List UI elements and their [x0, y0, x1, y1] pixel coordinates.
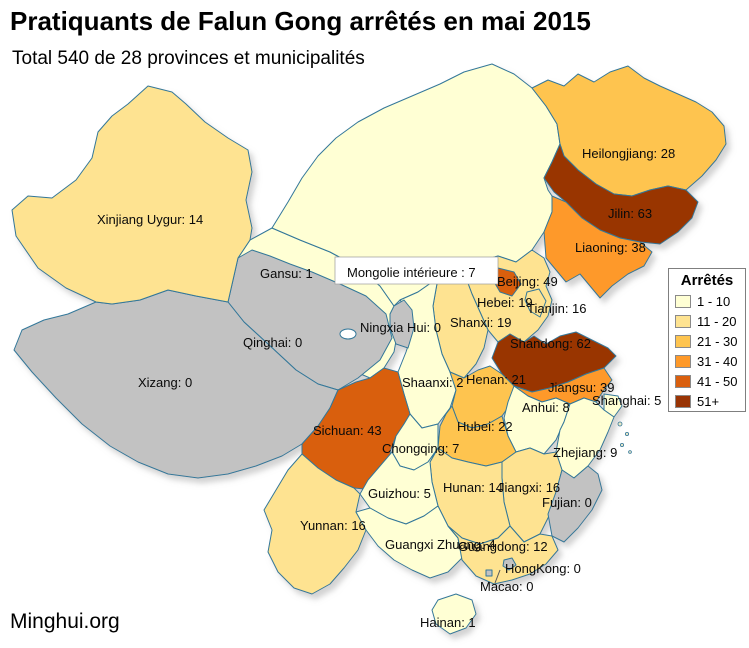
label-ningxia: Ningxia Hui: 0 [360, 320, 441, 335]
legend-row-2: 21 - 30 [675, 331, 745, 351]
region-hongkong [502, 557, 517, 571]
label-jiangxi: Jiangxi: 16 [498, 480, 560, 495]
label-box-inner_mongolia [334, 256, 499, 285]
legend-band-label: 51+ [697, 393, 720, 409]
label-inner_mongolia: Mongolie intérieure : 7 [347, 265, 476, 280]
label-qinghai: Qinghai: 0 [243, 335, 302, 350]
legend-row-5: 51+ [675, 391, 745, 411]
source-attribution: Minghui.org [10, 610, 120, 633]
legend-band-label: 21 - 30 [697, 333, 738, 349]
region-guangdong [447, 525, 559, 585]
label-xinjiang: Xinjiang Uygur: 14 [97, 212, 203, 227]
region-fujian [547, 465, 603, 543]
label-liaoning: Liaoning: 38 [575, 240, 646, 255]
label-yunnan: Yunnan: 16 [300, 518, 366, 533]
label-macao: Macao: 0 [480, 579, 533, 594]
legend-rows: 1 - 10 11 - 20 21 - 30 31 - 40 41 - 50 51+ [675, 291, 745, 411]
region-xinjiang [11, 85, 253, 305]
label-shanghai: Shanghai: 5 [592, 393, 661, 408]
region-tianjin [524, 288, 547, 318]
label-heilongjiang: Heilongjiang: 28 [582, 146, 675, 161]
label-shandong: Shandong: 62 [510, 336, 591, 351]
legend-swatch-1 [675, 314, 691, 328]
label-henan: Henan: 21 [466, 372, 526, 387]
label-sichuan: Sichuan: 43 [313, 423, 382, 438]
legend-row-0: 1 - 10 [675, 291, 745, 311]
legend-swatch-2 [675, 334, 691, 348]
label-jiangsu: Jiangsu: 39 [548, 380, 615, 395]
map-decorations [339, 328, 632, 584]
qinghai-lake [339, 328, 357, 340]
label-guangxi: Guangxi Zhuang: 4 [385, 537, 496, 552]
label-shaanxi: Shaanxi: 2 [402, 375, 463, 390]
region-ningxia [389, 299, 415, 349]
label-shanxi: Shanxi: 19 [450, 315, 511, 330]
label-hebei: Hebei: 19 [477, 295, 533, 310]
legend-row-1: 11 - 20 [675, 311, 745, 331]
coastal-islands [617, 421, 632, 454]
label-xizang: Xizang: 0 [138, 375, 192, 390]
region-guangxi [355, 505, 463, 579]
legend-row-4: 41 - 50 [675, 371, 745, 391]
label-fujian: Fujian: 0 [542, 495, 592, 510]
region-jilin [543, 143, 699, 245]
page-title: Pratiquants de Falun Gong arrêtés en mai… [10, 6, 591, 36]
label-hubei: Hubei: 22 [457, 419, 513, 434]
legend-swatch-0 [675, 294, 691, 308]
legend-band-label: 31 - 40 [697, 353, 738, 369]
label-guangdong: Guangdong: 12 [458, 539, 548, 554]
legend-swatch-3 [675, 354, 691, 368]
legend-band-label: 1 - 10 [697, 293, 731, 309]
subtitle: Total 540 de 28 provinces et municipalit… [12, 48, 365, 69]
label-hainan: Hainan: 1 [420, 615, 476, 630]
label-gansu: Gansu: 1 [260, 266, 313, 281]
region-macao [485, 569, 493, 577]
label-zhejiang: Zhejiang: 9 [553, 445, 617, 460]
region-anhui [503, 385, 571, 455]
legend-swatch-4 [675, 374, 691, 388]
label-guizhou: Guizhou: 5 [368, 486, 431, 501]
legend-band-label: 41 - 50 [697, 373, 738, 389]
label-hunan: Hunan: 14 [443, 480, 503, 495]
region-hainan [431, 593, 477, 635]
label-jilin: Jilin: 63 [608, 206, 652, 221]
region-inner_mongolia [271, 63, 561, 307]
label-tianjin: Tianjin: 16 [527, 301, 587, 316]
legend-swatch-5 [675, 394, 691, 408]
legend-row-3: 31 - 40 [675, 351, 745, 371]
label-beijing: Beijing: 49 [497, 274, 558, 289]
legend-band-label: 11 - 20 [697, 313, 737, 329]
map-legend: Arrêtés 1 - 10 11 - 20 21 - 30 31 - 40 41 - … [668, 268, 746, 412]
legend-title: Arrêtés [680, 272, 734, 289]
region-zhejiang [555, 397, 615, 479]
province-labels: Gansu: 1 Mongolie intérieure : 7 Qinghai: … [97, 146, 675, 630]
region-liaoning [543, 195, 653, 299]
region-shanghai [603, 393, 623, 418]
macao-leader-line [494, 569, 501, 584]
label-hongkong: HongKong: 0 [505, 561, 581, 576]
label-anhui: Anhui: 8 [522, 400, 570, 415]
label-chongqing: Chongqing: 7 [382, 441, 459, 456]
region-yunnan [263, 453, 367, 595]
